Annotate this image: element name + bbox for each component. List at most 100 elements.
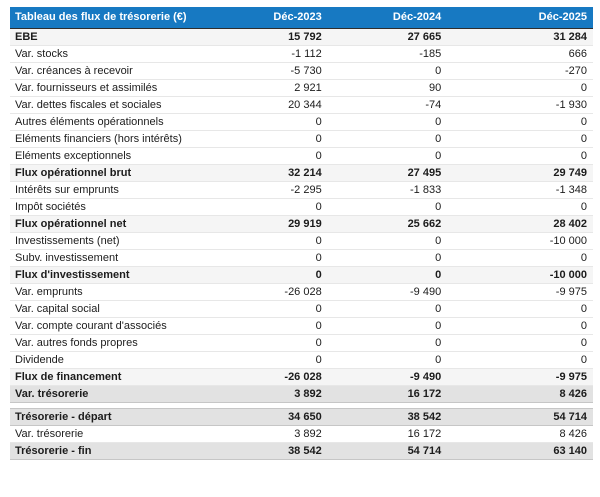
column-header-dec-2023: Déc-2023 xyxy=(214,7,328,29)
cell-value: 0 xyxy=(214,113,328,131)
cell-value: 38 542 xyxy=(327,407,448,426)
cell-value: -10 000 xyxy=(447,232,593,250)
cell-value: 0 xyxy=(447,113,593,131)
table-row: Eléments exceptionnels 0 0 0 xyxy=(10,147,593,165)
cell-value: 34 650 xyxy=(214,407,328,426)
table-row: Flux de financement -26 028 -9 490 -9 975 xyxy=(10,368,593,386)
row-label: Var. trésorerie xyxy=(10,425,215,443)
table-row: Trésorerie - fin 38 542 54 714 63 140 xyxy=(10,441,593,460)
cell-value: -270 xyxy=(447,62,593,80)
cell-value: 0 xyxy=(327,334,448,352)
cell-value: 8 426 xyxy=(447,384,593,403)
cell-value: 0 xyxy=(447,317,593,335)
table-row: Trésorerie - départ 34 650 38 542 54 714 xyxy=(10,407,593,426)
column-header-dec-2025: Déc-2025 xyxy=(447,7,593,29)
cell-value: 0 xyxy=(327,113,448,131)
table-row: Flux opérationnel brut 32 214 27 495 29 749 xyxy=(10,164,593,182)
cell-value: -2 295 xyxy=(214,181,328,199)
table-row: Impôt sociétés 0 0 0 xyxy=(10,198,593,216)
table-row: Var. créances à recevoir -5 730 0 -270 xyxy=(10,62,593,80)
cell-value: 29 919 xyxy=(214,215,328,233)
cell-value: 63 140 xyxy=(447,441,593,460)
cell-value: 0 xyxy=(327,130,448,148)
row-label: Flux d'investissement xyxy=(10,266,215,284)
row-label: Var. compte courant d'associés xyxy=(10,317,215,335)
cell-value: 54 714 xyxy=(327,441,448,460)
cell-value: 28 402 xyxy=(447,215,593,233)
cell-value: 0 xyxy=(447,249,593,267)
cell-value: 0 xyxy=(327,232,448,250)
cell-value: 0 xyxy=(214,266,328,284)
table-row: Var. stocks -1 112 -185 666 xyxy=(10,45,593,63)
row-label: Eléments exceptionnels xyxy=(10,147,215,165)
cash-flow-page: Tableau des flux de trésorerie (€) Déc-2… xyxy=(10,7,593,460)
row-label: Intérêts sur emprunts xyxy=(10,181,215,199)
table-row: Var. trésorerie 3 892 16 172 8 426 xyxy=(10,384,593,403)
table-row: Autres éléments opérationnels 0 0 0 xyxy=(10,113,593,131)
cell-value: 90 xyxy=(327,79,448,97)
cell-value: 0 xyxy=(214,300,328,318)
cell-value: 0 xyxy=(327,300,448,318)
table-row: Flux d'investissement 0 0 -10 000 xyxy=(10,266,593,284)
cell-value: 25 662 xyxy=(327,215,448,233)
cell-value: 8 426 xyxy=(447,425,593,443)
cell-value: 0 xyxy=(327,266,448,284)
cell-value: -5 730 xyxy=(214,62,328,80)
cell-value: -185 xyxy=(327,45,448,63)
table-row: Var. emprunts -26 028 -9 490 -9 975 xyxy=(10,283,593,301)
cell-value: 0 xyxy=(214,130,328,148)
cell-value: 0 xyxy=(214,198,328,216)
table-row: Var. dettes fiscales et sociales 20 344 -7… xyxy=(10,96,593,114)
cell-value: 0 xyxy=(447,147,593,165)
row-label: Var. créances à recevoir xyxy=(10,62,215,80)
cell-value: 0 xyxy=(214,317,328,335)
cell-value: 54 714 xyxy=(447,407,593,426)
cell-value: -1 833 xyxy=(327,181,448,199)
cell-value: 0 xyxy=(327,317,448,335)
cell-value: 0 xyxy=(327,147,448,165)
row-label: Trésorerie - fin xyxy=(10,441,215,460)
row-label: EBE xyxy=(10,28,215,46)
cell-value: 0 xyxy=(327,249,448,267)
row-label: Var. stocks xyxy=(10,45,215,63)
cell-value: 0 xyxy=(214,232,328,250)
cell-value: 16 172 xyxy=(327,425,448,443)
cell-value: 0 xyxy=(447,351,593,369)
table-row: Var. capital social 0 0 0 xyxy=(10,300,593,318)
cell-value: 0 xyxy=(447,300,593,318)
row-label: Var. trésorerie xyxy=(10,384,215,403)
table-row: Var. trésorerie 3 892 16 172 8 426 xyxy=(10,425,593,443)
cell-value: 0 xyxy=(447,79,593,97)
cell-value: -1 348 xyxy=(447,181,593,199)
table-header-row: Tableau des flux de trésorerie (€) Déc-2… xyxy=(10,7,593,29)
cell-value: 0 xyxy=(214,147,328,165)
cell-value: -26 028 xyxy=(214,283,328,301)
cell-value: -10 000 xyxy=(447,266,593,284)
cell-value: 0 xyxy=(327,198,448,216)
row-label: Autres éléments opérationnels xyxy=(10,113,215,131)
table-row: Eléments financiers (hors intérêts) 0 0 0 xyxy=(10,130,593,148)
cell-value: 15 792 xyxy=(214,28,328,46)
cell-value: 27 665 xyxy=(327,28,448,46)
row-label: Var. dettes fiscales et sociales xyxy=(10,96,215,114)
cell-value: 3 892 xyxy=(214,425,328,443)
cell-value: -1 930 xyxy=(447,96,593,114)
table-row: Var. autres fonds propres 0 0 0 xyxy=(10,334,593,352)
cell-value: 32 214 xyxy=(214,164,328,182)
cell-value: 0 xyxy=(214,249,328,267)
table-row: EBE 15 792 27 665 31 284 xyxy=(10,28,593,46)
row-label: Dividende xyxy=(10,351,215,369)
table-row: Var. fournisseurs et assimilés 2 921 90 0 xyxy=(10,79,593,97)
row-label: Flux de financement xyxy=(10,368,215,386)
table-row: Dividende 0 0 0 xyxy=(10,351,593,369)
cash-flow-table: Tableau des flux de trésorerie (€) Déc-2… xyxy=(10,7,593,460)
cell-value: 27 495 xyxy=(327,164,448,182)
cell-value: 31 284 xyxy=(447,28,593,46)
table-row: Investissements (net) 0 0 -10 000 xyxy=(10,232,593,250)
column-header-dec-2024: Déc-2024 xyxy=(327,7,448,29)
row-label: Subv. investissement xyxy=(10,249,215,267)
table-row: Var. compte courant d'associés 0 0 0 xyxy=(10,317,593,335)
row-label: Investissements (net) xyxy=(10,232,215,250)
cell-value: 0 xyxy=(327,351,448,369)
table-title: Tableau des flux de trésorerie (€) xyxy=(10,7,215,29)
